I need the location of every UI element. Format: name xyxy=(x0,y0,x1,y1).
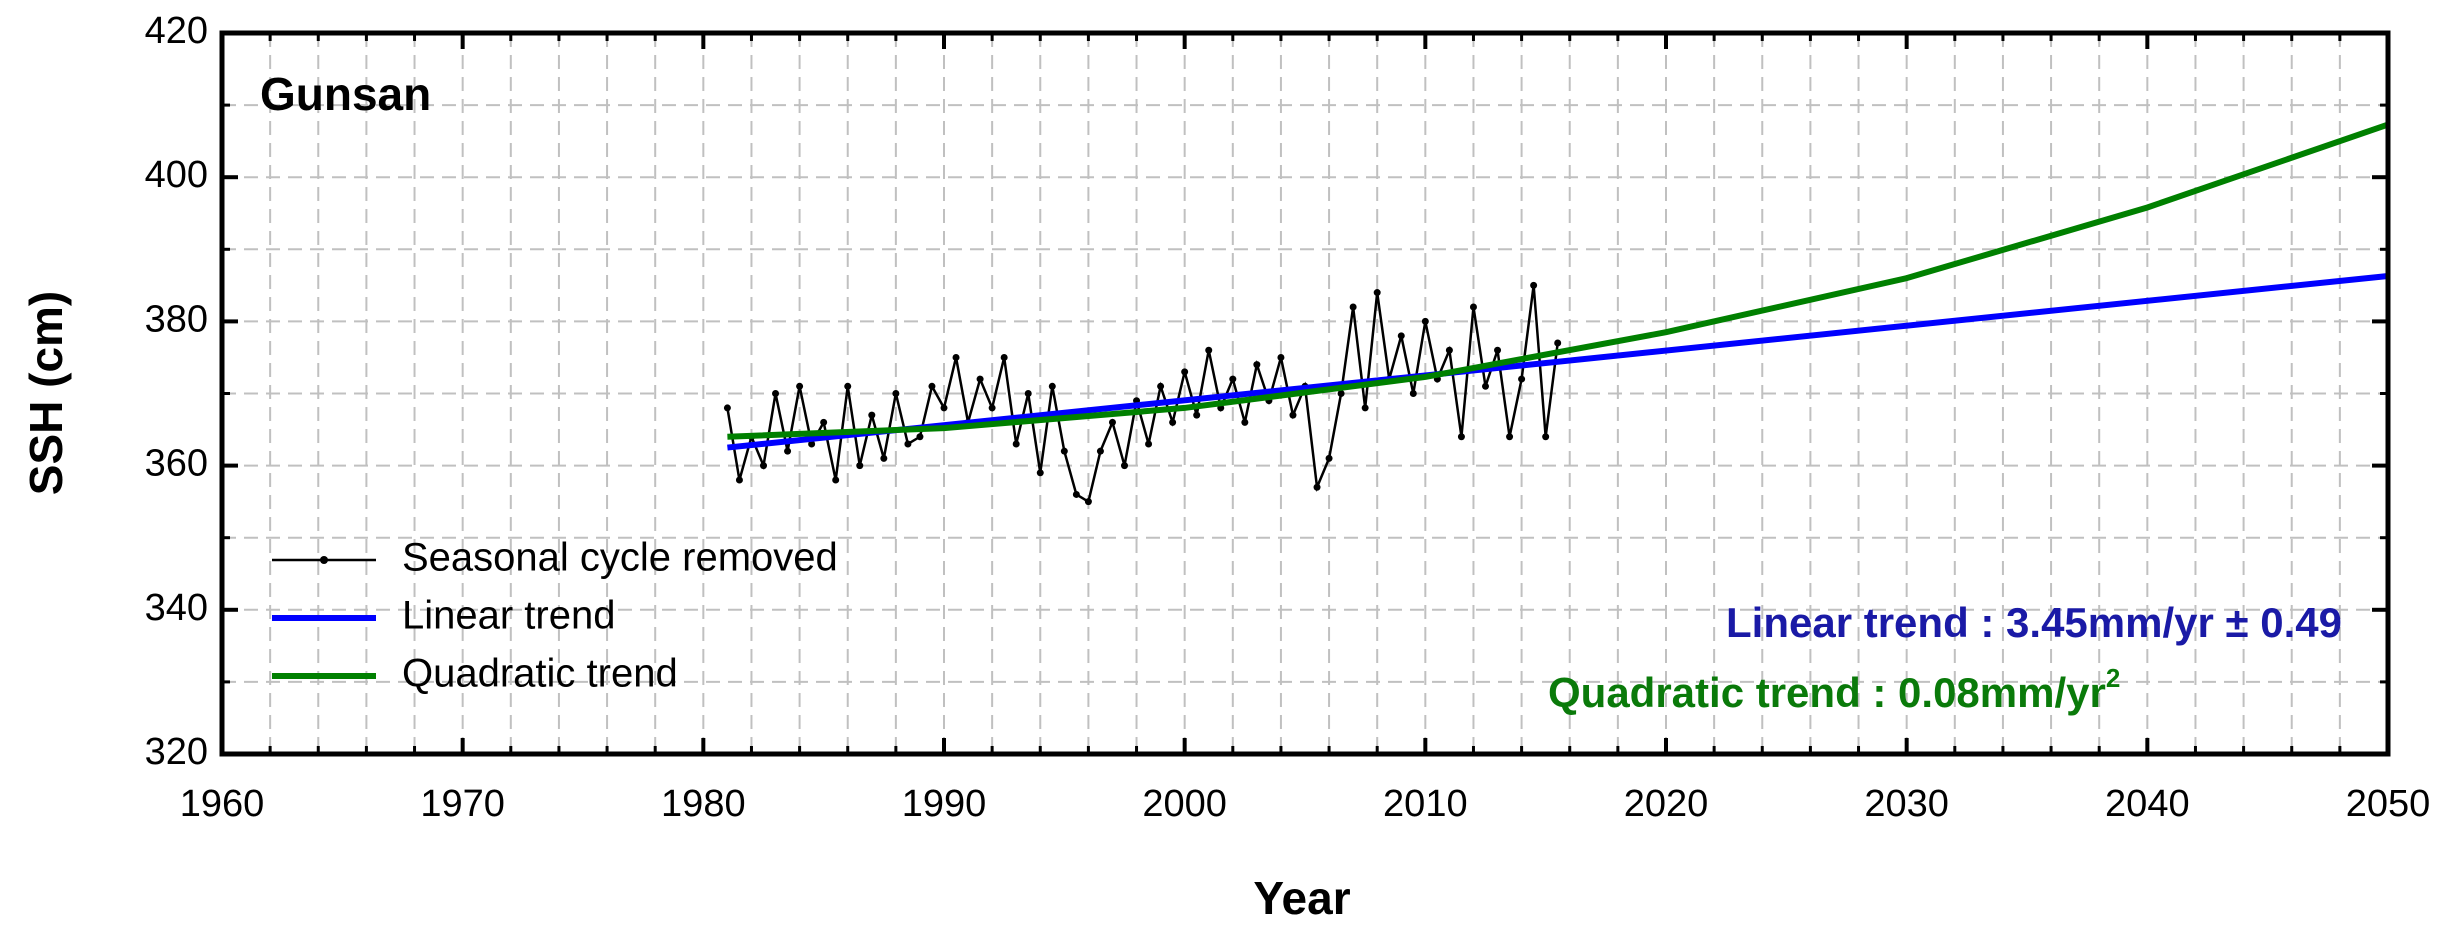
x-tick-label: 2050 xyxy=(2346,783,2431,825)
data-point xyxy=(928,382,936,390)
data-point xyxy=(1530,281,1538,289)
data-point xyxy=(844,382,852,390)
data-point xyxy=(1084,498,1092,506)
data-point xyxy=(723,404,731,412)
y-tick-label: 360 xyxy=(145,443,208,485)
series-line xyxy=(727,121,2389,440)
data-point xyxy=(1542,433,1550,441)
data-point xyxy=(1494,346,1502,354)
data-point xyxy=(1169,418,1177,426)
series-line xyxy=(727,272,2389,451)
data-point xyxy=(1421,317,1429,325)
y-tick-label: 380 xyxy=(145,298,208,340)
y-axis-title: SSH (cm) xyxy=(20,291,72,495)
data-point xyxy=(916,433,924,441)
data-point xyxy=(1313,483,1321,491)
x-tick-label: 2030 xyxy=(1864,783,1949,825)
data-point xyxy=(760,462,767,470)
x-tick-label: 1990 xyxy=(902,783,987,825)
data-point xyxy=(1145,440,1153,448)
data-point xyxy=(1193,411,1201,419)
legend-marker xyxy=(320,556,328,564)
data-point xyxy=(880,454,888,462)
annotation: Gunsan xyxy=(260,68,431,120)
data-point xyxy=(808,440,816,448)
annotation: Linear trend : 3.45mm/yr ± 0.49 xyxy=(1726,599,2342,646)
y-tick-label: 400 xyxy=(145,154,208,196)
legend-label: Seasonal cycle removed xyxy=(402,536,838,580)
data-point xyxy=(988,404,996,412)
data-point xyxy=(940,404,948,412)
data-point xyxy=(1469,303,1477,311)
data-point xyxy=(1277,353,1285,361)
data-point xyxy=(1253,361,1261,369)
x-axis-title: Year xyxy=(1253,872,1350,924)
data-point xyxy=(1048,382,1056,390)
data-point xyxy=(904,440,912,448)
data-point xyxy=(1361,404,1369,412)
data-point xyxy=(735,476,743,484)
x-tick-label: 1960 xyxy=(180,783,265,825)
data-point xyxy=(1482,382,1489,390)
data-point xyxy=(1397,332,1405,340)
series-line xyxy=(726,285,1559,504)
data-point xyxy=(1036,469,1044,477)
data-point xyxy=(1373,289,1381,297)
data-point xyxy=(1325,454,1333,462)
annotation: Quadratic trend : 0.08mm/yr2 xyxy=(1548,663,2120,716)
data-point xyxy=(892,390,900,397)
data-point xyxy=(1445,346,1453,354)
data-point xyxy=(1157,382,1165,390)
data-point xyxy=(820,418,828,426)
data-point xyxy=(1205,346,1213,354)
data-point xyxy=(1409,390,1417,397)
y-tick-label: 320 xyxy=(145,731,208,773)
data-point xyxy=(1241,418,1249,426)
data-point xyxy=(868,411,876,419)
data-point xyxy=(1060,447,1068,455)
data-point xyxy=(1000,353,1008,361)
x-tick-label: 2010 xyxy=(1383,783,1468,825)
x-tick-label: 2020 xyxy=(1624,783,1709,825)
data-point xyxy=(832,476,840,484)
data-point xyxy=(1181,368,1189,376)
data-point xyxy=(1337,390,1345,397)
data-point xyxy=(796,382,804,390)
legend-label: Quadratic trend xyxy=(402,652,678,696)
data-point xyxy=(1121,462,1128,470)
data-point xyxy=(784,447,792,455)
data-point xyxy=(1072,490,1080,498)
data-point xyxy=(1518,375,1526,383)
data-point xyxy=(1096,447,1104,455)
data-point xyxy=(976,375,984,383)
x-tick-label: 1970 xyxy=(420,783,505,825)
x-tick-label: 1980 xyxy=(661,783,746,825)
y-tick-label: 420 xyxy=(145,10,208,52)
annotation-superscript: 2 xyxy=(2106,663,2120,693)
data-point xyxy=(1289,411,1297,419)
data-point xyxy=(1349,303,1357,311)
legend-label: Linear trend xyxy=(402,594,615,638)
data-point xyxy=(1012,440,1020,448)
data-point xyxy=(1457,433,1465,441)
data-point xyxy=(1229,375,1237,383)
x-tick-label: 2000 xyxy=(1142,783,1227,825)
data-point xyxy=(1554,339,1562,347)
y-tick-label: 340 xyxy=(145,587,208,629)
data-point xyxy=(1024,390,1032,397)
data-point xyxy=(952,353,960,361)
data-point xyxy=(772,390,780,397)
data-point xyxy=(856,462,864,470)
plot-frame xyxy=(219,30,2391,757)
x-tick-label: 2040 xyxy=(2105,783,2190,825)
data-point xyxy=(1506,433,1514,441)
data-point xyxy=(1108,418,1116,426)
